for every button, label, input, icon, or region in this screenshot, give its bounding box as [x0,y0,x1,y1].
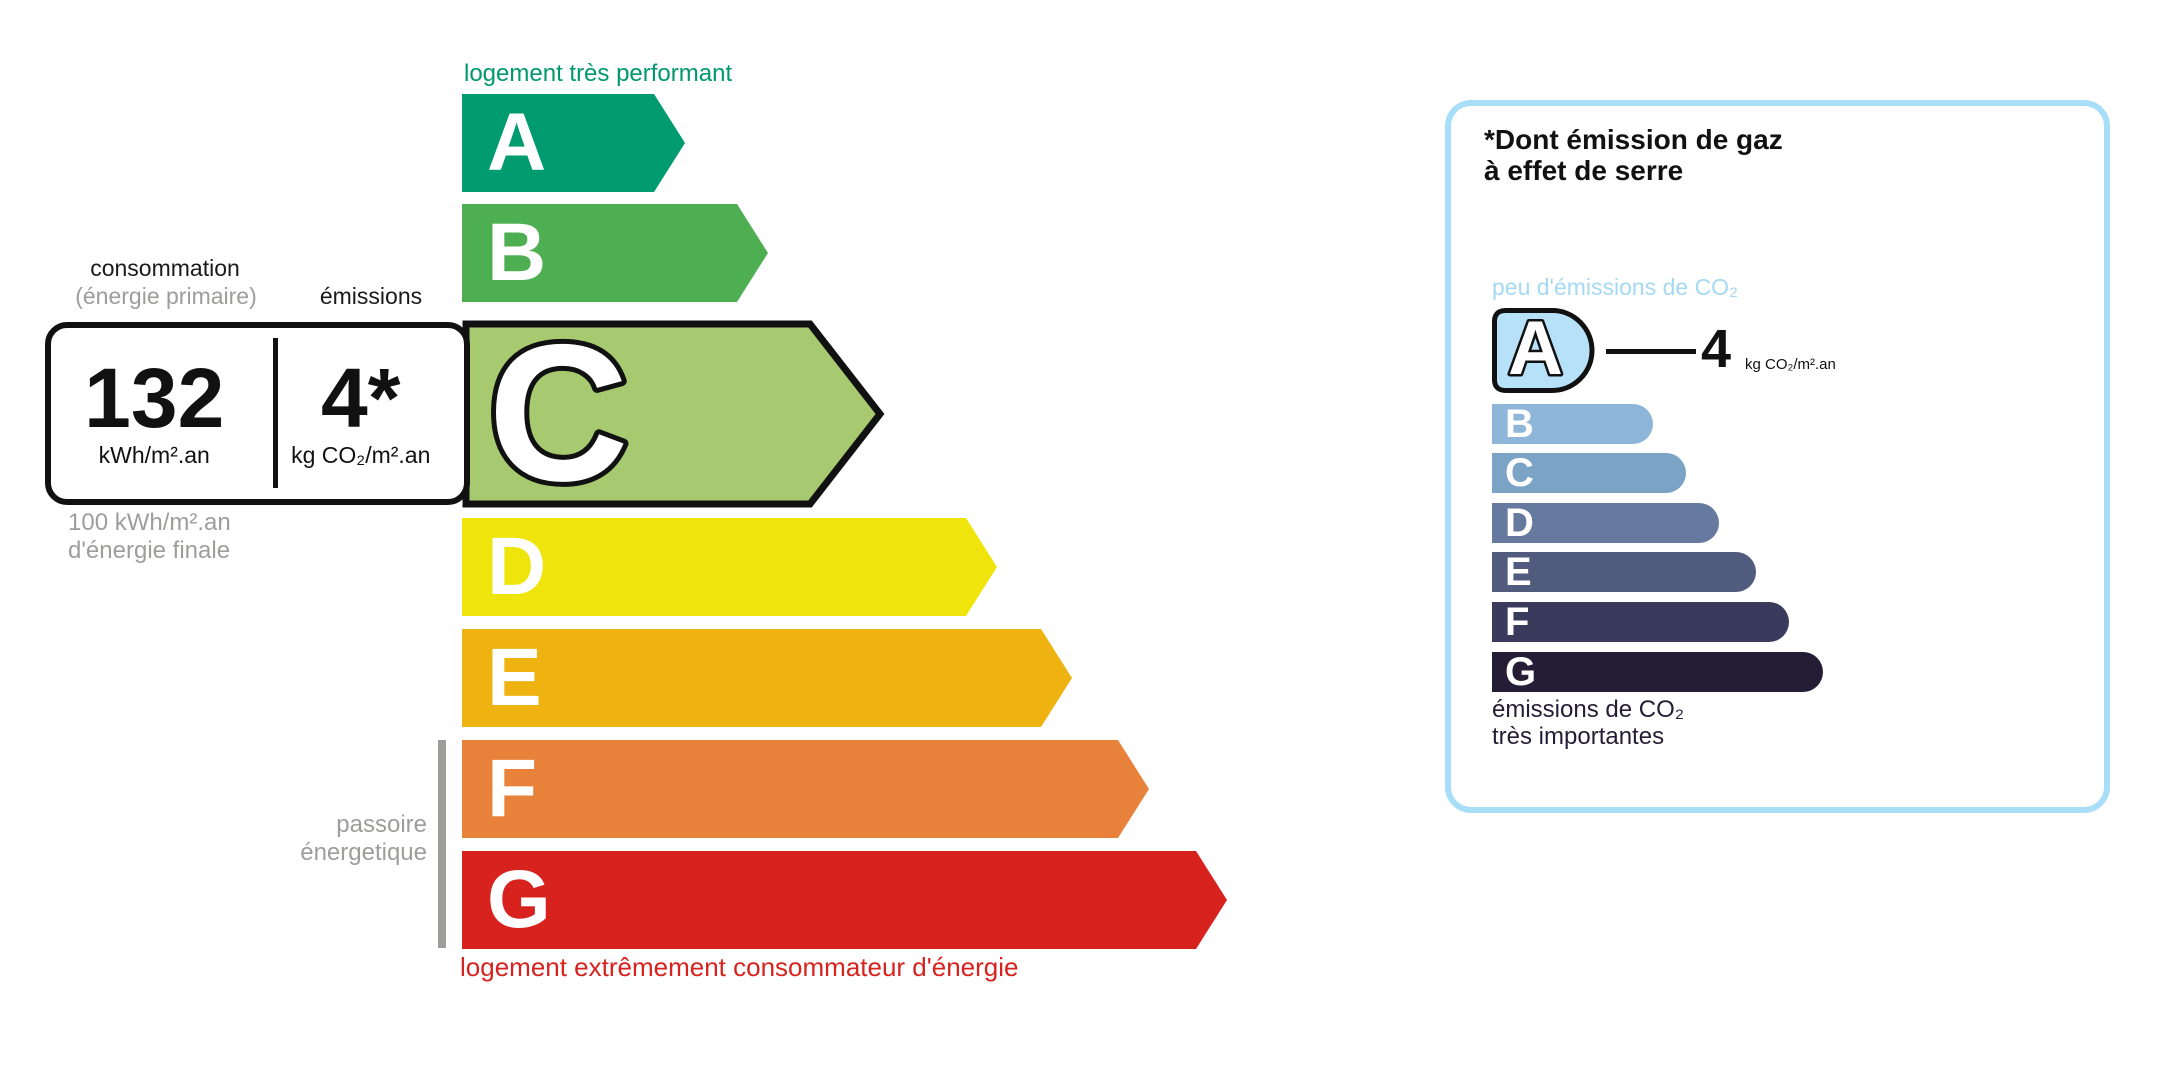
co2-class-a-badge-shape [1492,308,1595,393]
primary-energy-label: (énergie primaire) [75,283,257,309]
co2-high-label-line2: très importantes [1492,723,1665,750]
co2-class-c-bar: C [1492,451,1686,495]
emission-cell: 4* kg CO₂/m².an [258,328,465,499]
co2-class-a-letter: A [1508,308,1563,391]
emissions-label: émissions [319,283,423,309]
energy-sieve-label: passoire énergetique [207,811,427,867]
emission-value: 4* [321,351,401,445]
co2-high-label-line1: émissions de CO₂ [1492,696,1685,723]
co2-class-d-letter: D [1505,501,1534,545]
very-consuming-label: logement extrêmement consommateur d'éner… [460,952,1019,982]
final-energy-line2: d'énergie finale [68,537,231,564]
co2-class-e-bar: E [1492,550,1756,594]
energy-class-a-arrow: A [462,94,685,192]
co2-panel-title-line2: à effet de serre [1484,155,1684,186]
energy-class-c-arrow: C [462,316,885,512]
energy-class-f-arrow: F [462,740,1149,838]
co2-value: 4 [1701,319,1732,379]
co2-class-b-letter: B [1505,402,1534,446]
consumption-cell: 132 kWh/m².an [51,328,258,499]
energy-class-d-letter: D [487,521,547,612]
co2-class-b-bar: B [1492,402,1653,446]
energy-sieve-bar [438,740,446,948]
energy-sieve-line2: énergetique [300,839,427,866]
consumption-value: 132 [84,351,225,445]
co2-class-f-bar: F [1492,600,1789,644]
value-box-divider [273,338,278,488]
energy-class-c-letter: C [488,316,629,512]
final-energy-line1: 100 kWh/m².an [68,509,231,536]
co2-class-a-badge: A [1492,308,1595,394]
co2-panel-title-line1: *Dont émission de gaz [1484,124,1783,155]
rating-value-box: 132 kWh/m².an 4* kg CO₂/m².an [45,322,470,505]
co2-class-d-bar: D [1492,501,1719,545]
energy-class-g-arrow: G [462,851,1227,949]
energy-class-f-letter: F [487,743,538,834]
energy-class-b-arrow: B [462,204,768,302]
co2-class-g-letter: G [1505,650,1537,694]
energy-class-g-letter: G [487,854,551,945]
co2-class-g-bar: G [1492,650,1823,694]
co2-class-f-letter: F [1505,600,1530,644]
energy-class-b-letter: B [487,207,547,298]
co2-class-c-letter: C [1505,451,1534,495]
co2-panel: *Dont émission de gaz à effet de serre p… [1445,100,2110,813]
co2-panel-title: *Dont émission de gaz à effet de serre [1484,124,1783,186]
co2-high-label: émissions de CO₂ très importantes [1492,696,1684,750]
energy-sieve-line1: passoire [336,811,427,838]
co2-low-label: peu d'émissions de CO₂ [1492,274,1738,300]
energy-class-e-letter: E [487,632,542,723]
emission-unit: kg CO₂/m².an [291,442,431,468]
very-efficient-label: logement très performant [464,60,733,87]
energy-class-d-arrow: D [462,518,997,616]
consumption-label: consommation [90,255,240,281]
energy-class-a-letter: A [487,97,547,188]
co2-class-e-letter: E [1505,550,1532,594]
co2-value-unit: kg CO₂/m².an [1745,356,1836,373]
energy-class-e-arrow: E [462,629,1072,727]
badge-connector-line [1606,349,1696,354]
final-energy-note: 100 kWh/m².an d'énergie finale [68,509,231,565]
consumption-unit: kWh/m².an [98,442,210,468]
